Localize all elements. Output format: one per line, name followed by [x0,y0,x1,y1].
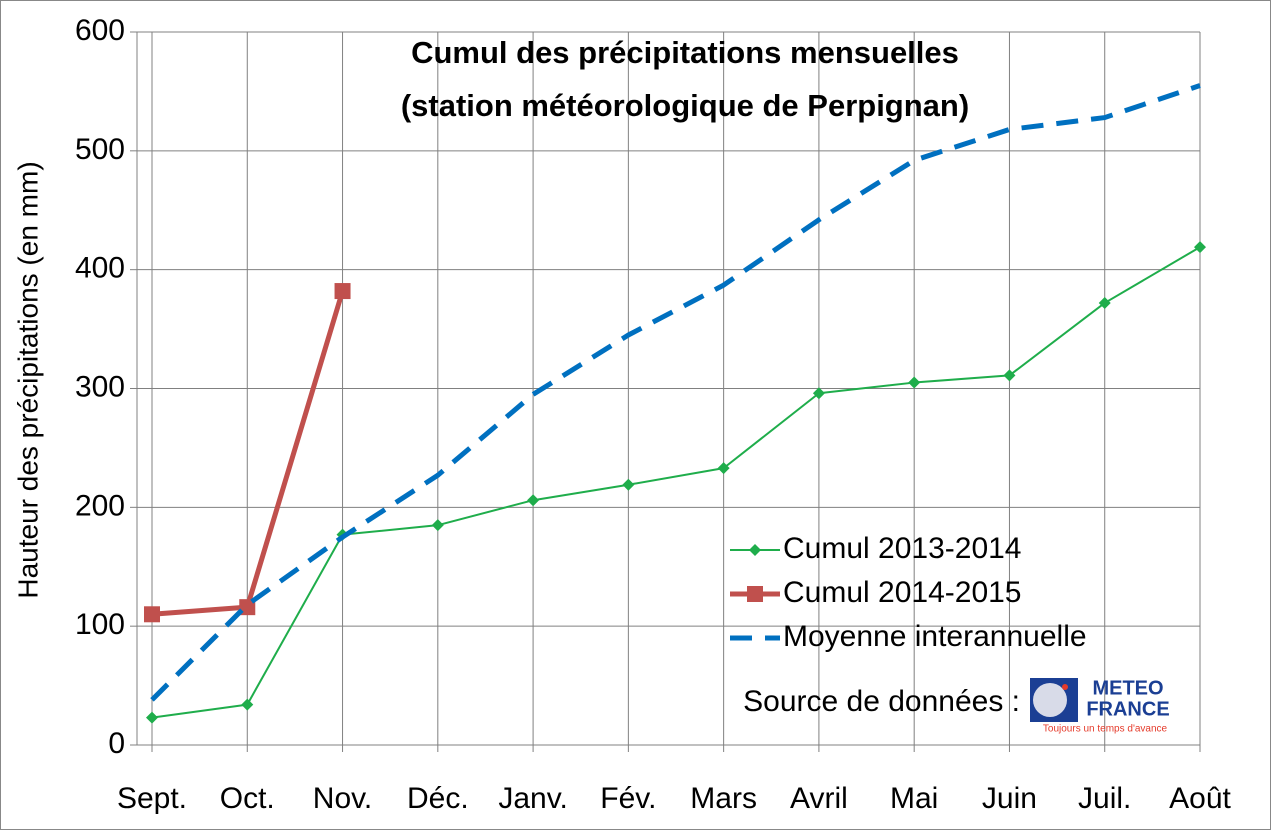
x-tick-label: Avril [790,782,848,815]
logo-globe [1033,683,1067,717]
series-line [150,83,1201,702]
marker-diamond [241,698,254,711]
marker-square [334,283,351,300]
marker-diamond [431,519,444,532]
marker-square [239,599,256,616]
y-tick-label: 100 [75,608,125,641]
y-axis-label: Hauteur des précipitations (en mm) [12,161,43,598]
x-tick-label: Mai [890,782,938,815]
legend-label: Cumul 2013-2014 [783,532,1022,565]
legend-label: Cumul 2014-2015 [783,576,1022,609]
logo-dot [1062,684,1068,690]
y-tick-label: 0 [108,727,125,760]
y-tick-label: 300 [75,370,125,403]
marker-diamond [908,376,921,389]
marker-diamond [717,462,730,475]
chart-title: Cumul des précipitations mensuelles [411,35,959,70]
legend-label: Moyenne interannuelle [783,620,1087,653]
x-tick-label: Juin [982,782,1037,815]
marker-square [144,606,160,623]
marker-diamond [812,387,825,400]
x-tick-label: Oct. [220,782,275,815]
legend-marker [749,544,761,556]
x-tick-label: Août [1169,782,1231,815]
chart-subtitle: (station météorologique de Perpignan) [401,88,969,123]
x-tick-label: Nov. [313,782,372,815]
series-line [151,246,1201,719]
logo-line1: METEO [1092,677,1163,699]
marker-diamond [1194,241,1206,254]
marker-diamond [527,494,540,507]
x-tick-label: Juil. [1078,782,1131,815]
x-tick-label: Mars [690,782,757,815]
marker-diamond [622,478,635,491]
x-tick-label: Janv. [498,782,567,815]
x-tick-label: Déc. [407,782,469,815]
x-tick-label: Sept. [117,782,187,815]
y-tick-label: 200 [75,489,125,522]
y-tick-label: 400 [75,252,125,285]
marker-diamond [1098,296,1111,309]
logo-slogan: Toujours un temps d'avance [1043,724,1168,735]
marker-diamond [146,711,158,724]
y-tick-label: 600 [75,14,125,47]
logo: METEO FRANCE Toujours un temps d'avance [1030,677,1170,735]
source-label: Source de données : [743,685,1020,718]
legend: Cumul 2013-2014 Cumul 2014-2015 Moyenne in… [730,532,1087,653]
logo-line2: FRANCE [1086,698,1169,720]
legend-marker [747,586,763,602]
marker-diamond [1003,369,1016,382]
x-tick-label: Fév. [600,782,656,815]
y-tick-label: 500 [75,133,125,166]
series-layer [144,83,1206,724]
